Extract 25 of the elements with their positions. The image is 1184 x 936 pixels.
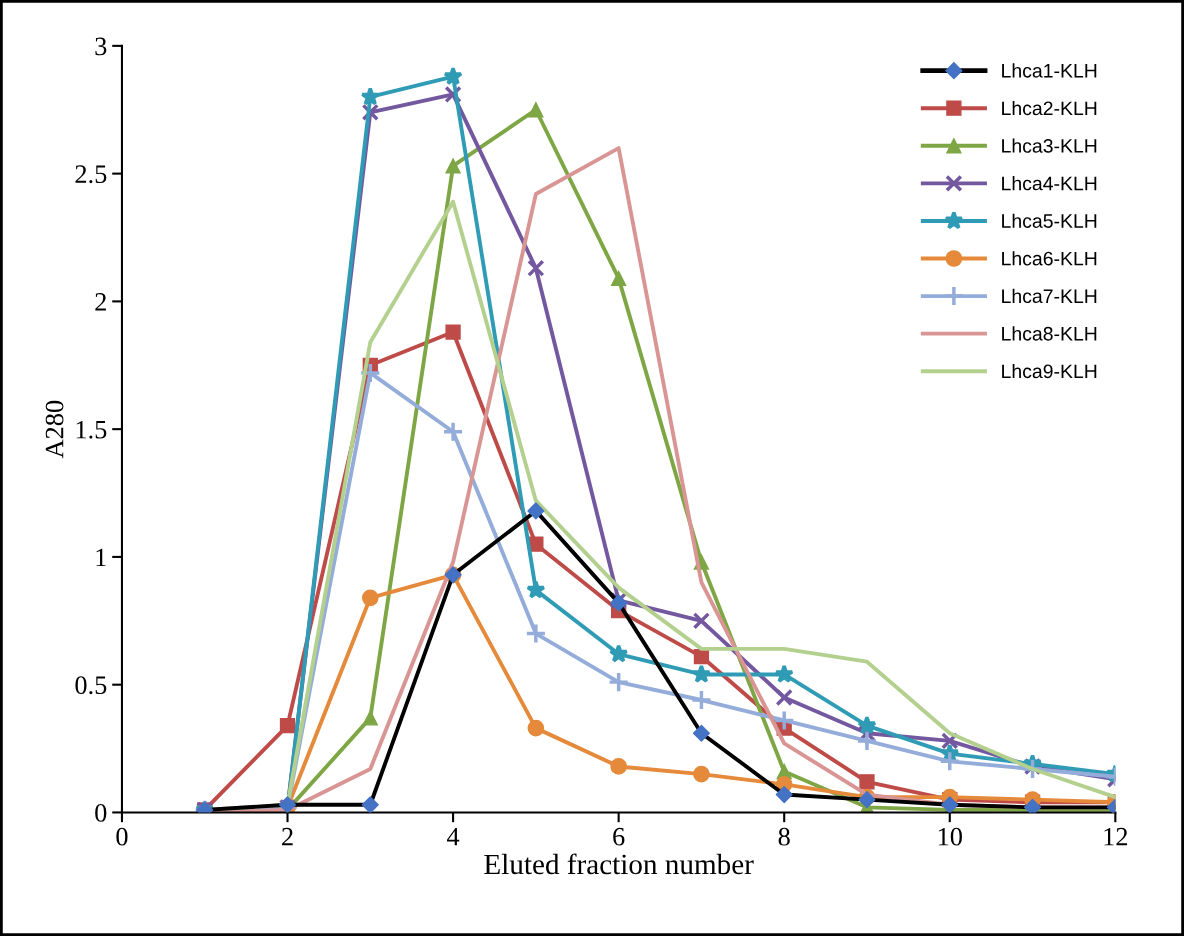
legend-label: Lhca2-KLH [1002, 100, 1097, 116]
legend-label: Lhca7-KLH [1002, 288, 1097, 304]
y-tick-label: 3 [95, 37, 107, 56]
x-tick-label: 2 [282, 827, 293, 846]
y-tick-label: 1.5 [76, 420, 107, 439]
legend-label: Lhca9-KLH [1002, 363, 1097, 379]
x-tick-label: 4 [447, 827, 460, 846]
legend-label: Lhca6-KLH [1002, 251, 1097, 266]
legend-label: Lhca4-KLH [1002, 176, 1097, 191]
legend-label: Lhca3-KLH [1002, 138, 1097, 153]
x-tick-label: 12 [1104, 827, 1128, 846]
y-tick-label: 0 [95, 804, 107, 822]
y-axis-title: A280 [45, 400, 64, 459]
x-tick-label: 6 [613, 827, 625, 846]
legend-label: Lhca1-KLH [1002, 63, 1097, 78]
x-tick-label: 8 [778, 827, 790, 846]
x-tick-label: 0 [116, 827, 128, 846]
legend-label: Lhca5-KLH [1002, 213, 1097, 228]
y-tick-label: 2 [95, 293, 106, 311]
y-tick-label: 1 [96, 548, 106, 567]
y-tick-label: 0.5 [75, 676, 107, 695]
x-tick-label: 10 [938, 827, 962, 846]
legend-label: Lhca8-KLH [1002, 326, 1097, 341]
y-tick-label: 2.5 [75, 165, 107, 184]
x-axis-title: Eluted fraction number [484, 853, 754, 875]
